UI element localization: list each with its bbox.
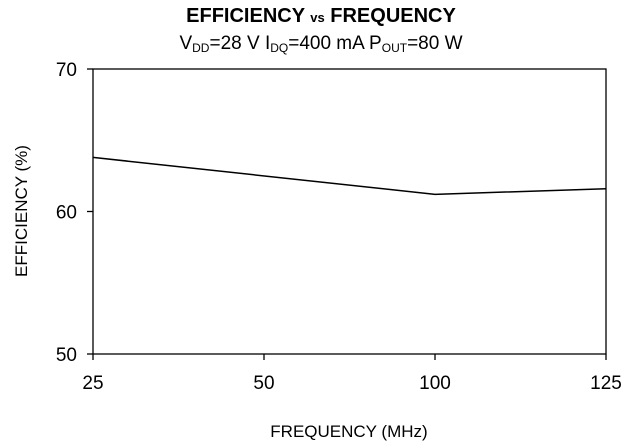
y-axis-ticks: 50 60 70 — [56, 60, 93, 366]
subtitle-i-val: =400 mA — [288, 33, 370, 54]
chart-subtitle: VDD=28 V IDQ=400 mA POUT=80 W — [0, 32, 642, 56]
subtitle-i-sub: DQ — [270, 41, 289, 55]
y-axis-label: EFFICIENCY (%) — [12, 145, 31, 277]
chart-title-vs: vs — [310, 10, 325, 25]
subtitle-p-val: =80 W — [407, 33, 463, 54]
subtitle-v-val: =28 V — [209, 33, 265, 54]
subtitle-v-sub: DD — [192, 41, 210, 55]
x-tick-label: 25 — [82, 373, 103, 394]
chart-title-part-1: EFFICIENCY — [186, 5, 311, 27]
subtitle-v: V — [179, 33, 193, 54]
y-tick-label: 70 — [56, 60, 77, 81]
series-line — [92, 156, 607, 196]
plot-area-frame — [92, 68, 607, 355]
chart-title: EFFICIENCY vs FREQUENCY — [0, 4, 642, 30]
y-tick-label: 60 — [56, 203, 77, 224]
subtitle-i: I — [264, 33, 271, 54]
x-tick-label: 125 — [590, 373, 622, 394]
x-axis-ticks: 25 50 100 125 — [82, 354, 622, 394]
x-axis-label: FREQUENCY (MHz) — [270, 422, 427, 441]
chart-title-part-2: FREQUENCY — [324, 5, 456, 27]
y-tick-label: 50 — [56, 345, 77, 366]
subtitle-p-sub: OUT — [381, 41, 408, 55]
subtitle-p: P — [369, 33, 382, 54]
x-tick-label: 50 — [253, 373, 274, 394]
series-group — [92, 156, 607, 196]
x-tick-label: 100 — [419, 373, 451, 394]
